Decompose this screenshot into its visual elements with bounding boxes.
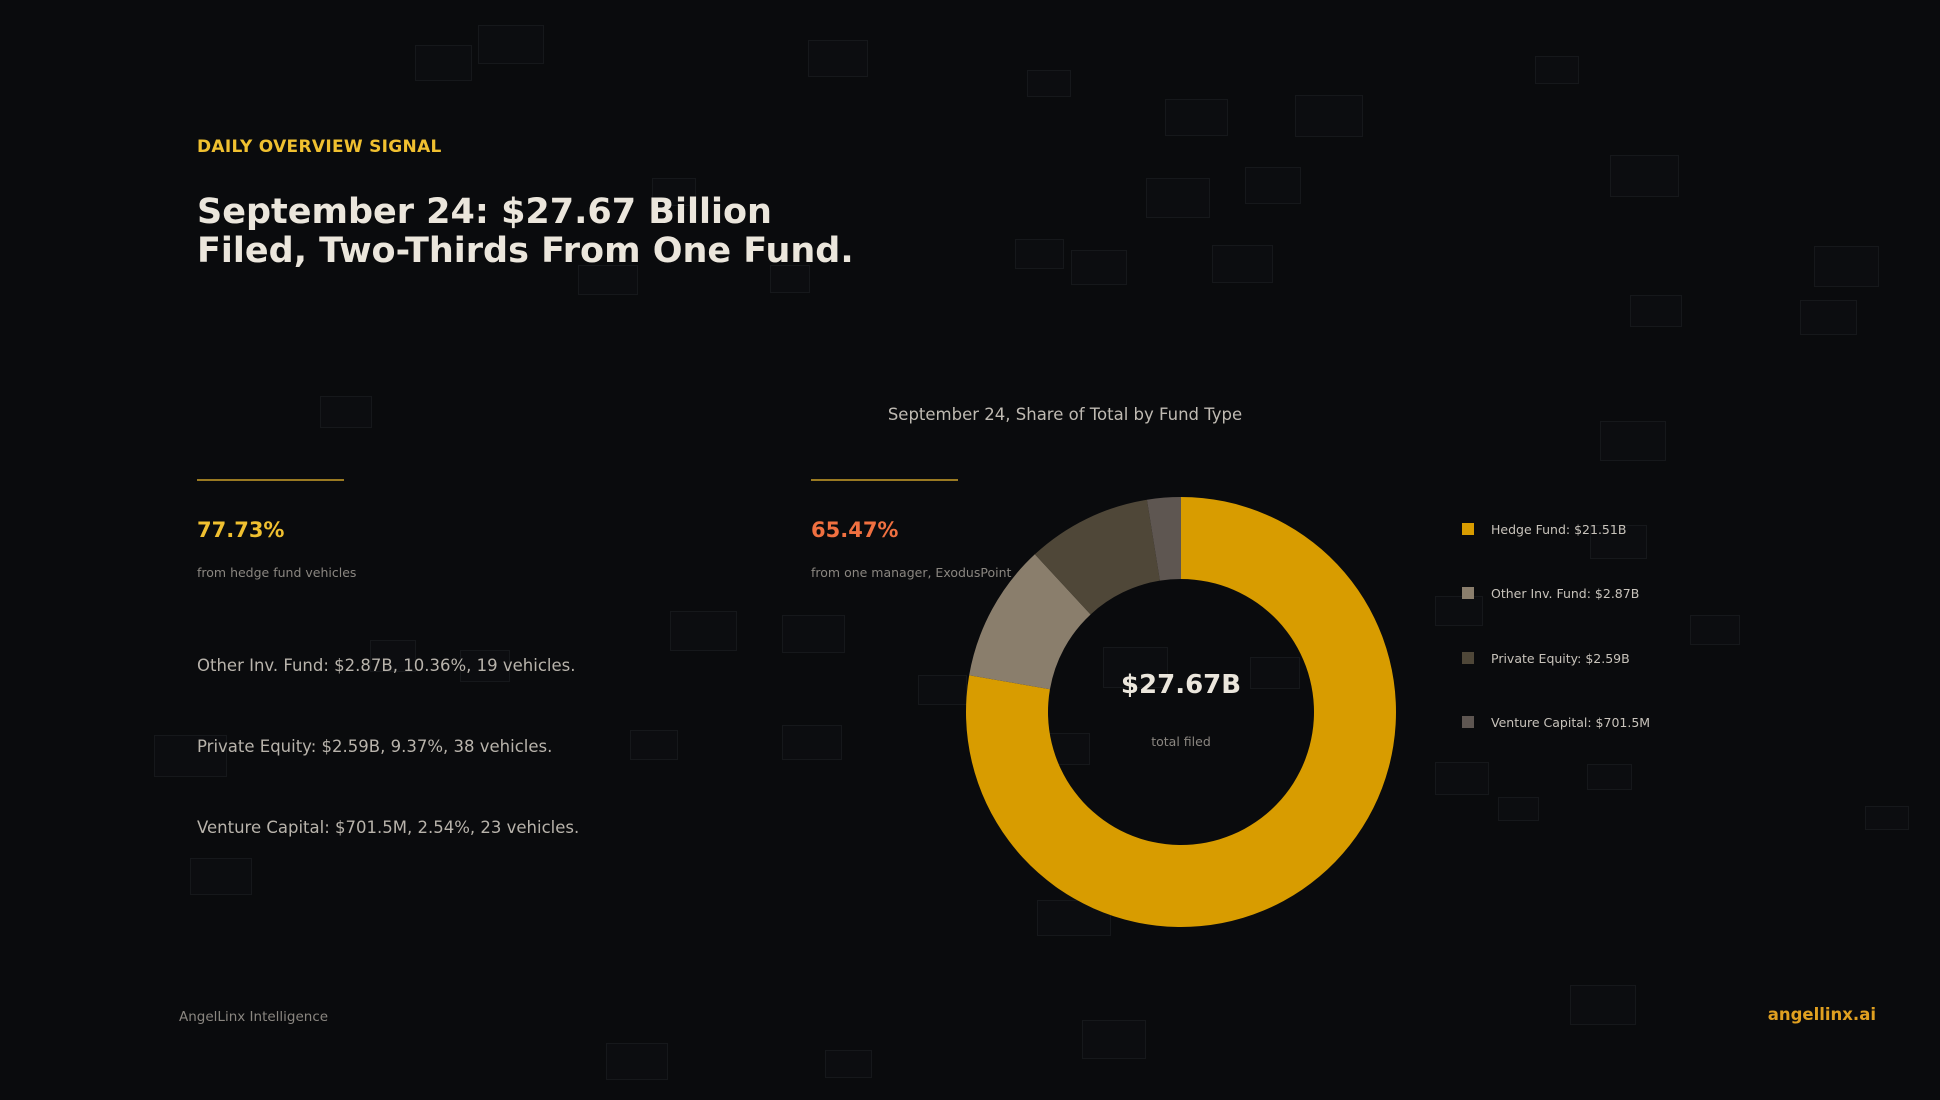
legend-item-other-inv-fund: Other Inv. Fund: $2.87B [1462,583,1639,603]
legend-swatch [1462,587,1474,599]
page-title: September 24: $27.67 Billion Filed, Two-… [197,193,977,271]
donut-slice-venture-capital [1146,497,1181,581]
legend-label: Private Equity: $2.59B [1491,650,1630,666]
legend-swatch [1462,652,1474,664]
stat-value-exodus: 65.47% [811,518,899,542]
stat-caption-hedge-fund: from hedge fund vehicles [197,565,357,580]
donut-slice-other-inv-fund [969,554,1091,690]
detail-private-equity: Private Equity: $2.59B, 9.37%, 38 vehicl… [197,737,553,756]
legend-swatch [1462,716,1474,728]
legend-swatch [1462,523,1474,535]
chart-title: September 24, Share of Total by Fund Typ… [887,405,1243,424]
legend-item-private-equity: Private Equity: $2.59B [1462,648,1630,668]
footer-brand: AngelLinx Intelligence [179,1009,329,1025]
chart-center-value: $27.67B [1120,670,1242,700]
headline-line-1: September 24: $27.67 Billion [197,192,772,232]
detail-other-inv-fund: Other Inv. Fund: $2.87B, 10.36%, 19 vehi… [197,656,576,675]
legend-label: Venture Capital: $701.5M [1491,714,1651,730]
donut-slice-hedge-fund [966,497,1397,927]
legend-item-hedge-fund: Hedge Fund: $21.51B [1462,519,1626,539]
eyebrow-label: DAILY OVERVIEW SIGNAL [197,137,442,157]
chart-center-label: total filed [1151,734,1211,749]
donut-slice-private-equity [1034,499,1160,615]
footer-site-link[interactable]: angellinx.ai [1767,1005,1876,1024]
stat-divider [811,479,958,481]
detail-venture-capital: Venture Capital: $701.5M, 2.54%, 23 vehi… [197,818,580,837]
stat-caption-exodus: from one manager, ExodusPoint [811,565,1012,580]
legend-label: Other Inv. Fund: $2.87B [1491,585,1640,601]
stat-value-hedge-fund: 77.73% [197,518,285,542]
legend-label: Hedge Fund: $21.51B [1491,521,1627,537]
legend-item-venture-capital: Venture Capital: $701.5M [1462,712,1650,732]
stat-divider [197,479,344,481]
headline-line-2: Filed, Two-Thirds From One Fund. [197,231,854,271]
